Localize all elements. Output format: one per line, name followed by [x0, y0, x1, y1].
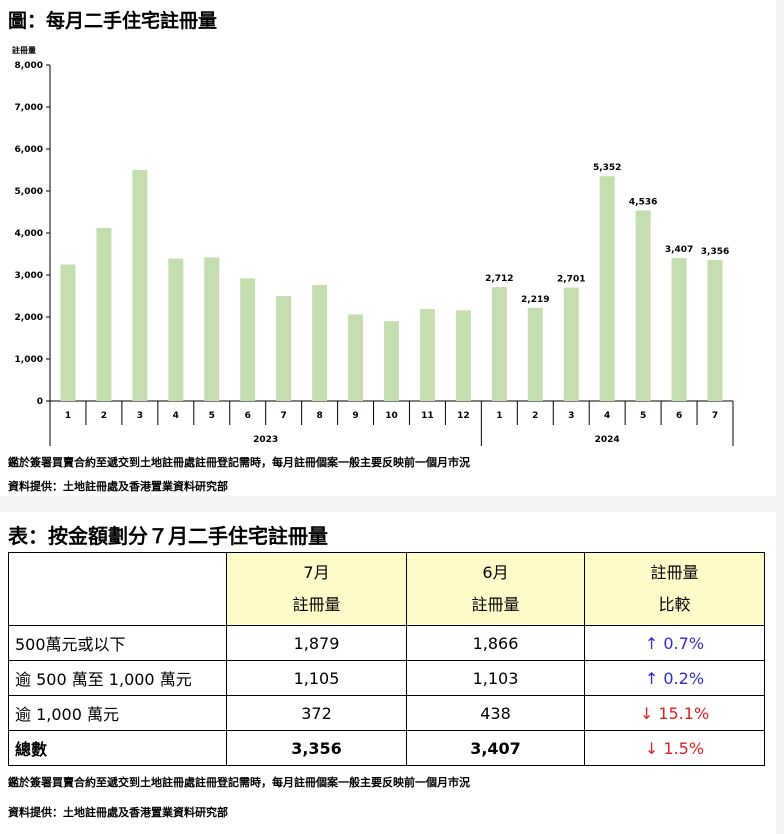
chart-panel: 圖：每月二手住宅註冊量 註冊量 0 1,000 2,000 3,000 4,000 5,00…	[0, 0, 776, 496]
registration-table: 7月 註冊量 6月 註冊量 註冊量 比較 500萬元或以下 1,879 1,86…	[8, 552, 765, 766]
x-tick-label: 2	[101, 411, 107, 421]
header-blank	[8, 552, 227, 626]
table-panel: 表：按金額劃分７月二手住宅註冊量 7月 註冊量 6月 註冊量 註冊量 比較	[0, 512, 776, 834]
y-tick-label: 1,000	[15, 355, 43, 365]
bar	[455, 310, 471, 401]
header-jul: 7月 註冊量	[226, 552, 407, 626]
row-change-value: ↓ 1.5%	[584, 730, 765, 766]
table-header-row: 7月 註冊量 6月 註冊量 註冊量 比較	[8, 552, 765, 626]
bar	[96, 227, 112, 401]
x-tick-label: 6	[245, 411, 251, 421]
header-jul-line2: 註冊量	[292, 595, 341, 614]
bar	[671, 257, 687, 401]
row-jun-value: 1,866	[406, 625, 585, 661]
header-change-line1: 註冊量	[650, 563, 699, 582]
row-category: 500萬元或以下	[8, 625, 227, 661]
x-tick-label: 12	[457, 411, 470, 421]
row-change-value: ↑ 0.7%	[584, 625, 765, 661]
x-tick-label: 5	[209, 411, 215, 421]
bar	[635, 210, 651, 401]
bar	[384, 321, 399, 401]
row-jun-value: 1,103	[406, 660, 585, 696]
x-tick-label: 1	[496, 411, 502, 421]
row-jun-value: 438	[406, 695, 585, 731]
table-row: 逾 1,000 萬元 372 438 ↓ 15.1%	[8, 695, 765, 731]
data-label: 2,219	[521, 295, 549, 305]
data-label: 2,712	[485, 274, 513, 284]
figure-title: 圖：每月二手住宅註冊量	[8, 10, 218, 32]
x-tick-label: 7	[712, 411, 718, 421]
row-change-value: ↑ 0.2%	[584, 660, 765, 696]
table-source: 資料提供：土地註冊處及香港置業資料研究部	[8, 806, 228, 819]
header-change-line2: 比較	[658, 595, 691, 614]
bar	[60, 264, 76, 401]
x-tick-label: 1	[65, 411, 71, 421]
x-tick-label: 5	[640, 411, 646, 421]
bar	[599, 176, 615, 401]
x-tick-label: 10	[385, 411, 398, 421]
bar	[168, 258, 184, 401]
row-jul-value: 3,356	[226, 730, 407, 766]
y-axis-label: 註冊量	[12, 45, 36, 55]
x-tick-label: 8	[316, 411, 322, 421]
x-tick-label: 7	[281, 411, 287, 421]
y-tick-label: 3,000	[15, 271, 43, 281]
y-tick-label: 7,000	[15, 103, 43, 113]
year-group-label: 2023	[253, 435, 278, 445]
bar	[419, 309, 435, 401]
bar	[204, 257, 220, 401]
header-change: 註冊量 比較	[584, 552, 765, 626]
bar	[491, 287, 507, 401]
y-tick-label: 4,000	[15, 229, 43, 239]
header-jun-line2: 註冊量	[471, 595, 520, 614]
data-label: 5,352	[593, 163, 621, 173]
row-category: 逾 1,000 萬元	[8, 695, 227, 731]
bar	[276, 296, 292, 401]
figure-note: 鑑於簽署買賣合約至遞交到土地註冊處註冊登記需時，每月註冊個案一般主要反映前一個月…	[8, 456, 470, 469]
x-tick-label: 9	[352, 411, 358, 421]
data-label: 4,536	[629, 197, 657, 207]
x-tick-label: 4	[604, 411, 610, 421]
header-jun: 6月 註冊量	[406, 552, 585, 626]
row-jul-value: 372	[226, 695, 407, 731]
x-tick-label: 11	[421, 411, 434, 421]
figure-source: 資料提供：土地註冊處及香港置業資料研究部	[8, 480, 228, 493]
row-jul-value: 1,105	[226, 660, 407, 696]
bar	[348, 314, 364, 401]
bar	[312, 285, 328, 401]
row-change-value: ↓ 15.1%	[584, 695, 765, 731]
bar	[240, 278, 256, 401]
row-category: 總數	[8, 730, 227, 766]
row-category: 逾 500 萬至 1,000 萬元	[8, 660, 227, 696]
bar	[563, 287, 579, 401]
table-title: 表：按金額劃分７月二手住宅註冊量	[8, 524, 328, 548]
table-total-row: 總數 3,356 3,407 ↓ 1.5%	[8, 730, 765, 766]
bar	[707, 260, 723, 401]
row-jun-value: 3,407	[406, 730, 585, 766]
row-jul-value: 1,879	[226, 625, 407, 661]
table-row: 500萬元或以下 1,879 1,866 ↑ 0.7%	[8, 625, 765, 661]
year-group-label: 2024	[595, 435, 620, 445]
x-tick-label: 3	[137, 411, 143, 421]
x-tick-label: 4	[173, 411, 179, 421]
data-label: 3,356	[701, 247, 729, 257]
header-jul-line1: 7月	[303, 563, 330, 582]
x-tick-label: 3	[568, 411, 574, 421]
data-label: 2,701	[557, 275, 585, 285]
header-jun-line1: 6月	[482, 563, 509, 582]
bar	[527, 307, 543, 401]
data-label: 3,407	[665, 245, 693, 255]
x-tick-label: 6	[676, 411, 682, 421]
x-tick-label: 2	[532, 411, 538, 421]
bar	[132, 170, 148, 401]
y-tick-label: 0	[37, 397, 43, 407]
y-tick-label: 5,000	[15, 187, 43, 197]
y-tick-label: 8,000	[15, 61, 43, 71]
bar-chart: 註冊量 0 1,000 2,000 3,000 4,000 5,000 6,000 7,000 8…	[12, 45, 734, 446]
y-tick-label: 2,000	[15, 313, 43, 323]
y-tick-label: 6,000	[15, 145, 43, 155]
table-note: 鑑於簽署買賣合約至遞交到土地註冊處註冊登記需時，每月註冊個案一般主要反映前一個月…	[8, 776, 470, 789]
table-row: 逾 500 萬至 1,000 萬元 1,105 1,103 ↑ 0.2%	[8, 660, 765, 696]
